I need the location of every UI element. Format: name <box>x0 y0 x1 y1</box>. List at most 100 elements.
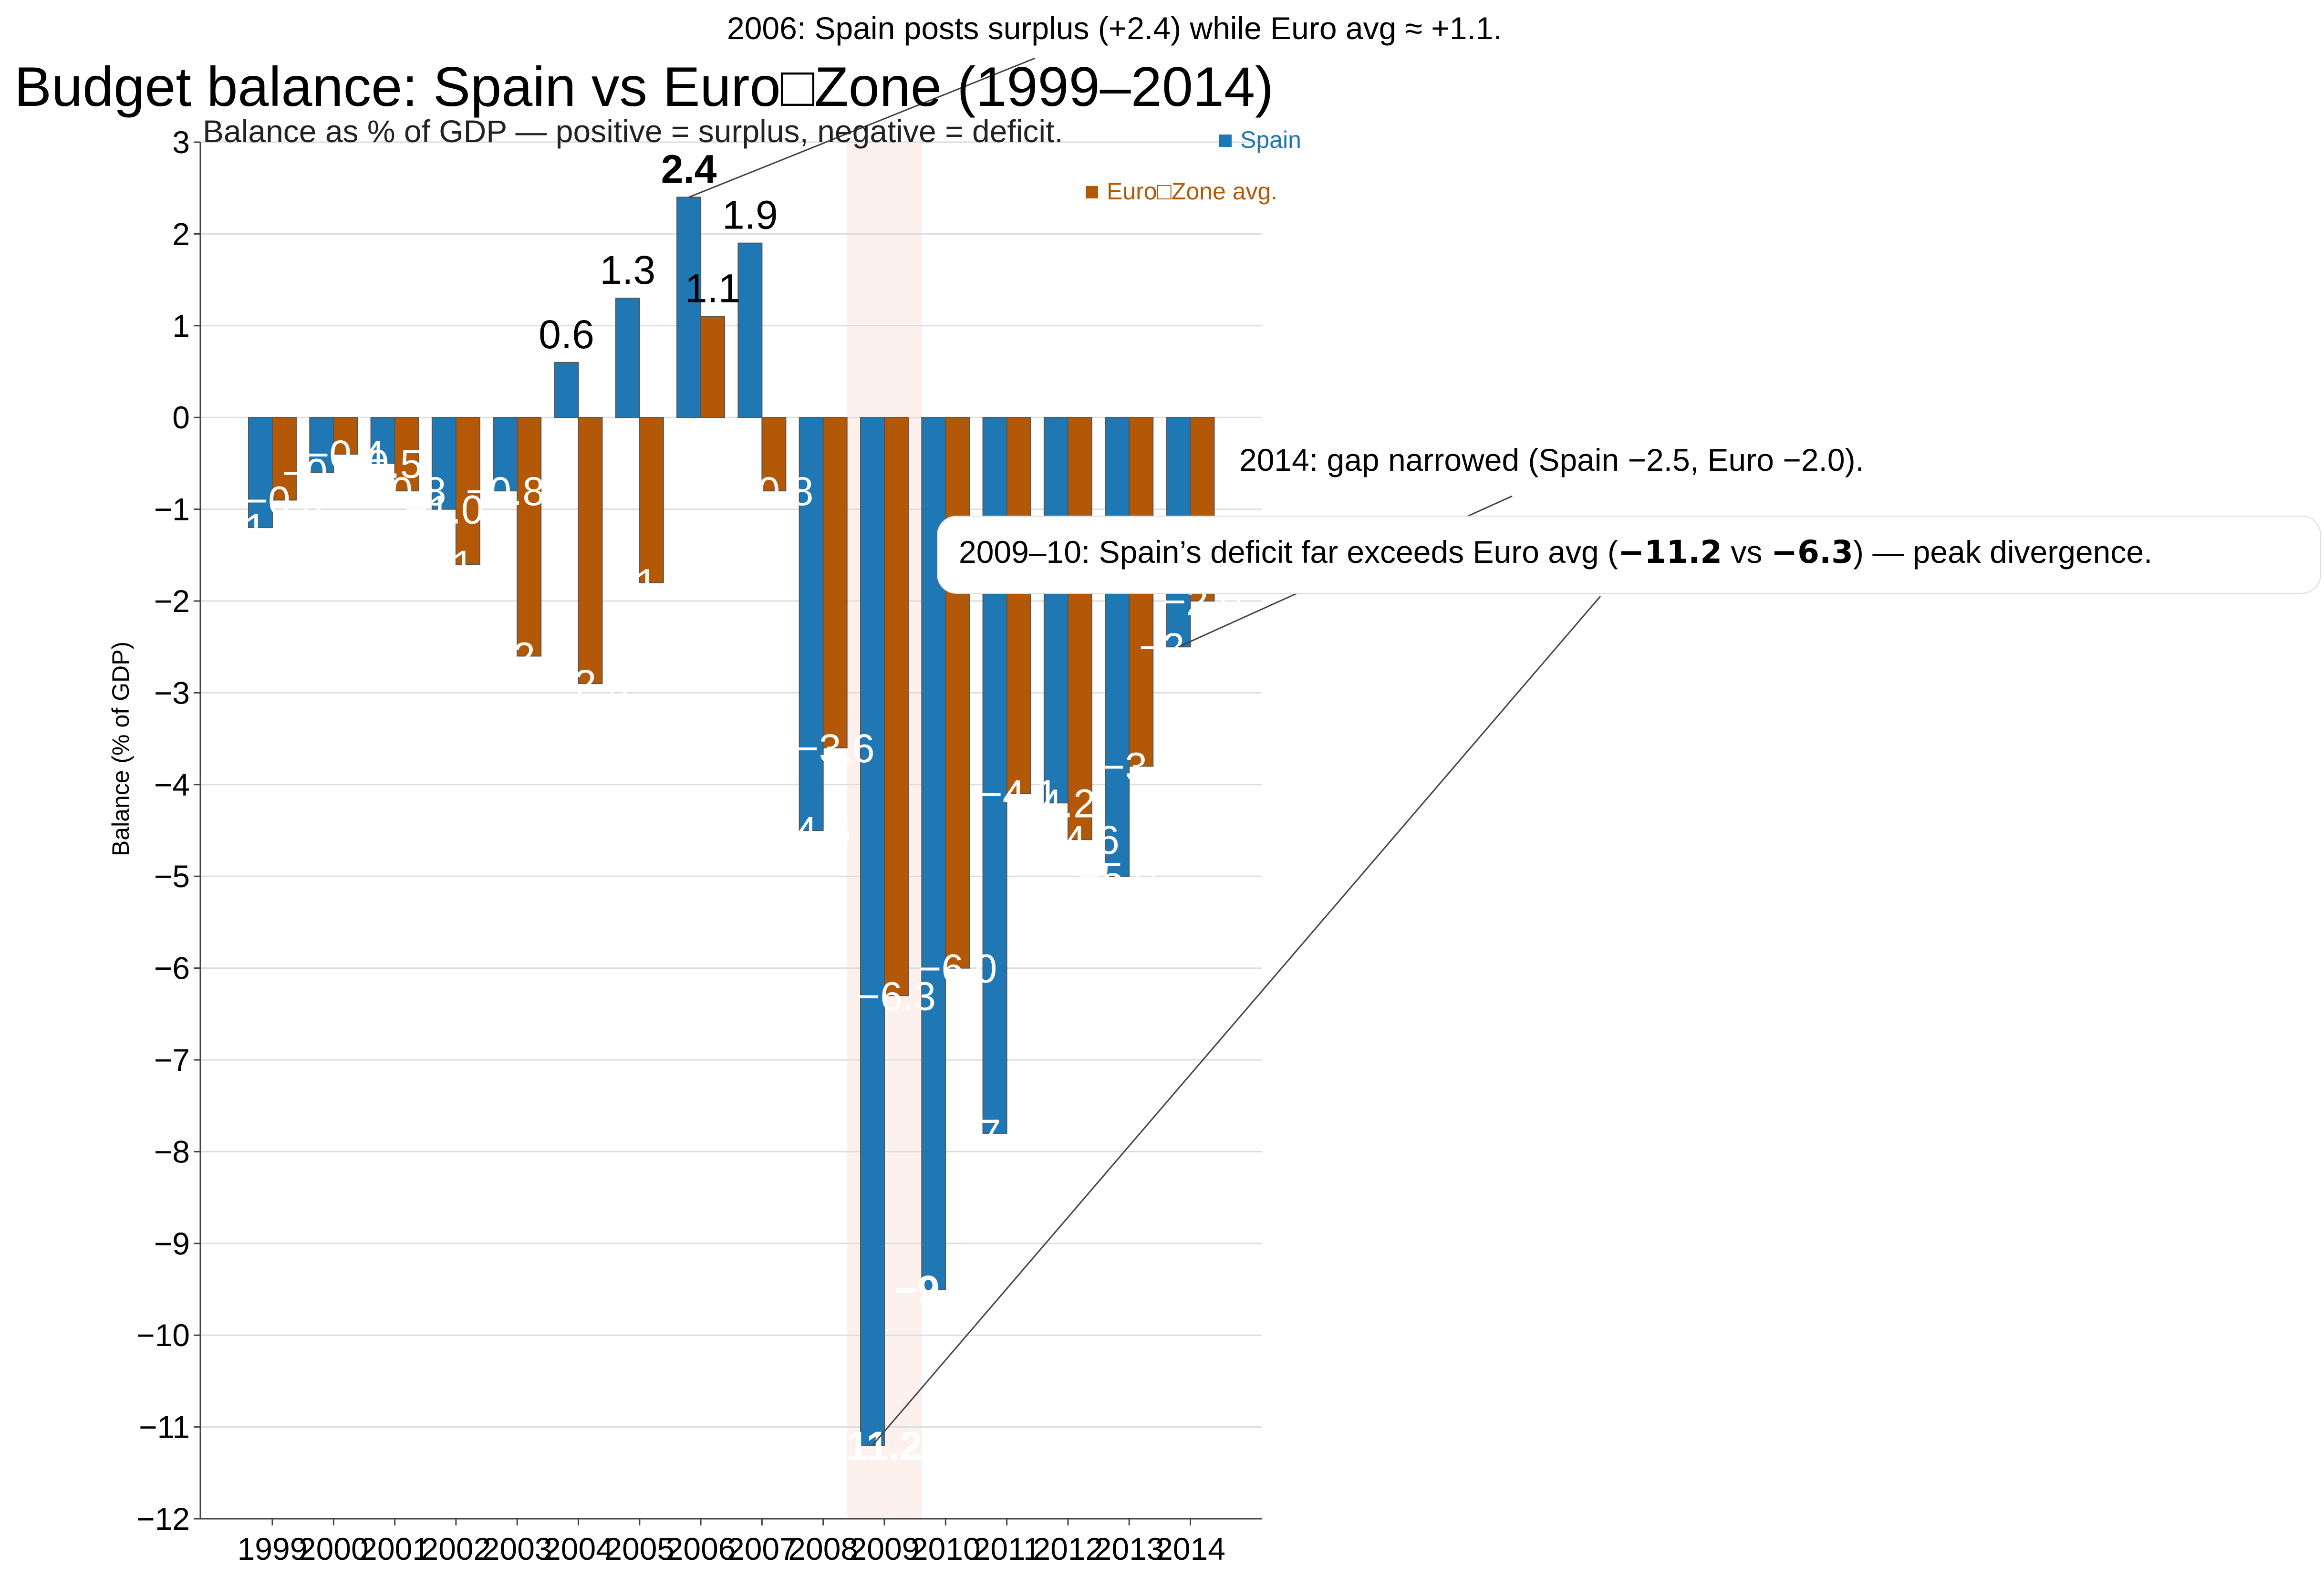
value-label-euro-2000: −0.4 <box>306 432 385 477</box>
y-tick-label: 0 <box>172 400 190 435</box>
tick-labels: 3210−1−2−3−4−5−6−7−8−9−10−11−12199920002… <box>136 124 1225 1566</box>
value-label-spain-2003: −0.8 <box>466 469 545 514</box>
value-label-euro-2003: −2.6 <box>489 634 569 679</box>
bar-spain-2004 <box>554 362 579 418</box>
annotation-2006-text: 2006: Spain posts surplus (+2.4) while E… <box>727 10 1502 46</box>
x-tick-label-1999: 1999 <box>238 1531 308 1566</box>
legend-spain-label: Spain <box>1240 126 1301 153</box>
x-tick-label-2003: 2003 <box>482 1531 552 1566</box>
value-label-euro-2001: −0.8 <box>367 469 446 514</box>
x-tick-label-2010: 2010 <box>911 1531 981 1566</box>
annotation-2009-bold-euro: −6.3 <box>1771 534 1853 570</box>
value-label-spain-2012: −4.2 <box>1017 781 1096 826</box>
bar-euro-2002 <box>455 417 480 565</box>
bar-spain-2008 <box>799 417 824 831</box>
bar-euro-2006 <box>700 316 726 418</box>
legend-spain-swatch <box>1219 135 1232 147</box>
chart-title: Budget balance: Spain vs Euro□Zone (1999… <box>14 55 1274 118</box>
bar-euro-2009 <box>884 417 909 996</box>
x-tick-label-2012: 2012 <box>1033 1531 1103 1566</box>
value-label-spain-2000: −0.6 <box>282 451 361 496</box>
bar-euro-2001 <box>394 417 419 492</box>
bar-spain-2002 <box>431 417 456 510</box>
bar-euro-1999 <box>272 417 297 501</box>
x-tick-label-2011: 2011 <box>973 1531 1041 1566</box>
x-tick-label-2000: 2000 <box>299 1531 369 1566</box>
y-tick-label: −1 <box>154 492 190 527</box>
legend-euro-label: Euro□Zone avg. <box>1107 178 1277 205</box>
annotation-2009-bold-spain: −11.2 <box>1618 534 1722 570</box>
value-label-euro-2007: −0.8 <box>734 469 813 514</box>
y-axis-label: Balance (% of GDP) <box>107 642 134 856</box>
y-tick-label: −11 <box>139 1410 190 1445</box>
bar-euro-2004 <box>578 417 603 684</box>
bar-euro-2007 <box>761 417 787 492</box>
bar-euro-2008 <box>822 417 848 748</box>
annotation-2009-text-mid: vs <box>1722 534 1771 570</box>
value-label-spain-2004: 0.6 <box>539 312 594 357</box>
annotations: 2006: Spain posts surplus (+2.4) while E… <box>688 10 2321 1446</box>
bar-euro-2010 <box>945 417 970 969</box>
value-label-euro-1999: −0.9 <box>245 478 324 523</box>
value-label-euro-2010: −6.0 <box>918 946 997 991</box>
value-label-spain-2014: −2.5 <box>1139 625 1218 670</box>
bar-spain-2007 <box>737 242 763 418</box>
bar-spain-2009 <box>860 417 885 1446</box>
y-tick-label: −10 <box>136 1317 190 1353</box>
y-tick-label: −12 <box>136 1501 190 1536</box>
bar-euro-2005 <box>639 417 664 583</box>
value-label-spain-2001: −0.5 <box>343 441 423 486</box>
value-label-euro-2006: 1.1 <box>685 266 741 311</box>
value-label-euro-2012: −4.6 <box>1040 818 1120 862</box>
x-tick-label-2002: 2002 <box>421 1531 491 1566</box>
y-tick-label: −8 <box>154 1134 190 1169</box>
value-labels: −1.2−0.6−0.5−1.0−0.80.61.32.41.9−4.5−11.… <box>221 146 1242 1468</box>
y-tick-label: 3 <box>172 124 190 160</box>
bar-spain-2006 <box>676 197 702 418</box>
value-label-spain-1999: −1.2 <box>221 506 300 550</box>
y-tick-label: −5 <box>154 859 190 894</box>
annotation-2009-text-pre: 2009–10: Spain’s deficit far exceeds Eur… <box>959 534 1618 570</box>
value-label-spain-2011: −7.8 <box>955 1111 1035 1156</box>
annotation-2009-text-post: ) — peak divergence. <box>1853 534 2152 570</box>
annotation-2009-leader <box>872 596 1601 1446</box>
value-label-euro-2008: −3.6 <box>796 726 875 771</box>
x-tick-label-2009: 2009 <box>850 1531 920 1566</box>
bar-euro-2000 <box>333 417 358 455</box>
legend: Spain Euro□Zone avg. <box>1086 126 1301 205</box>
x-tick-label-2013: 2013 <box>1094 1531 1164 1566</box>
annotation-2009-box <box>937 516 2321 594</box>
value-label-spain-2006: 2.4 <box>661 146 717 191</box>
x-tick-label-2001: 2001 <box>360 1531 430 1566</box>
y-tick-label: −3 <box>154 675 190 710</box>
value-label-spain-2007: 1.9 <box>722 193 778 238</box>
x-tick-label-2006: 2006 <box>666 1531 736 1566</box>
y-tick-label: 2 <box>172 216 190 251</box>
value-label-euro-2002: −1.6 <box>428 542 508 587</box>
bar-spain-2013 <box>1105 417 1130 877</box>
bars <box>248 197 1215 1446</box>
value-label-euro-2013: −3.8 <box>1101 744 1181 789</box>
annotation-2014-text: 2014: gap narrowed (Spain −2.5, Euro −2.… <box>1239 442 1864 477</box>
value-label-spain-2005: 1.3 <box>600 248 655 292</box>
bar-spain-2005 <box>615 298 640 418</box>
x-tick-label-2007: 2007 <box>727 1531 797 1566</box>
y-tick-label: −6 <box>154 951 190 986</box>
value-label-spain-2009: −11.2 <box>823 1423 922 1468</box>
value-label-spain-2008: −4.5 <box>772 809 851 853</box>
value-label-spain-2010: −9.5 <box>894 1267 973 1312</box>
value-label-spain-2013: −5.0 <box>1078 854 1157 899</box>
value-label-euro-2004: −2.9 <box>551 662 630 706</box>
value-label-euro-2009: −6.3 <box>857 974 936 1018</box>
annotation-2009-text: 2009–10: Spain’s deficit far exceeds Eur… <box>959 534 2152 570</box>
value-label-euro-2011: −4.1 <box>979 772 1058 817</box>
annotation-2006-leader <box>688 57 1036 198</box>
x-tick-label-2008: 2008 <box>788 1531 858 1566</box>
bar-spain-2001 <box>370 417 395 464</box>
y-tick-label: −9 <box>154 1226 190 1261</box>
bar-euro-2012 <box>1067 417 1092 840</box>
y-tick-label: −2 <box>154 583 190 619</box>
bar-spain-2012 <box>1043 417 1069 804</box>
